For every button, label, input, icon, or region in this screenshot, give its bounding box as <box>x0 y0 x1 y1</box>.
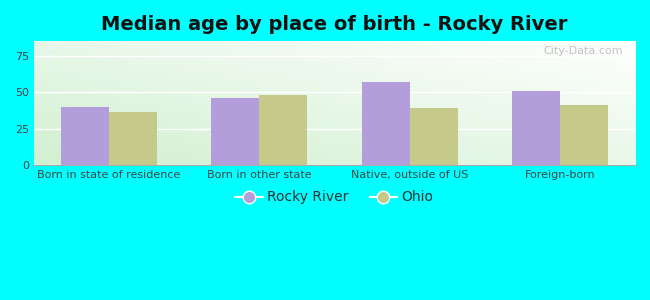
Bar <box>259 95 307 165</box>
Bar <box>61 107 109 165</box>
Bar <box>410 108 458 165</box>
Bar <box>109 112 157 165</box>
Title: Median age by place of birth - Rocky River: Median age by place of birth - Rocky Riv… <box>101 15 567 34</box>
Bar <box>512 91 560 165</box>
Legend: Rocky River, Ohio: Rocky River, Ohio <box>230 185 439 210</box>
Text: City-Data.com: City-Data.com <box>543 46 623 56</box>
Bar <box>361 82 410 165</box>
Bar <box>211 98 259 165</box>
Bar <box>560 105 608 165</box>
